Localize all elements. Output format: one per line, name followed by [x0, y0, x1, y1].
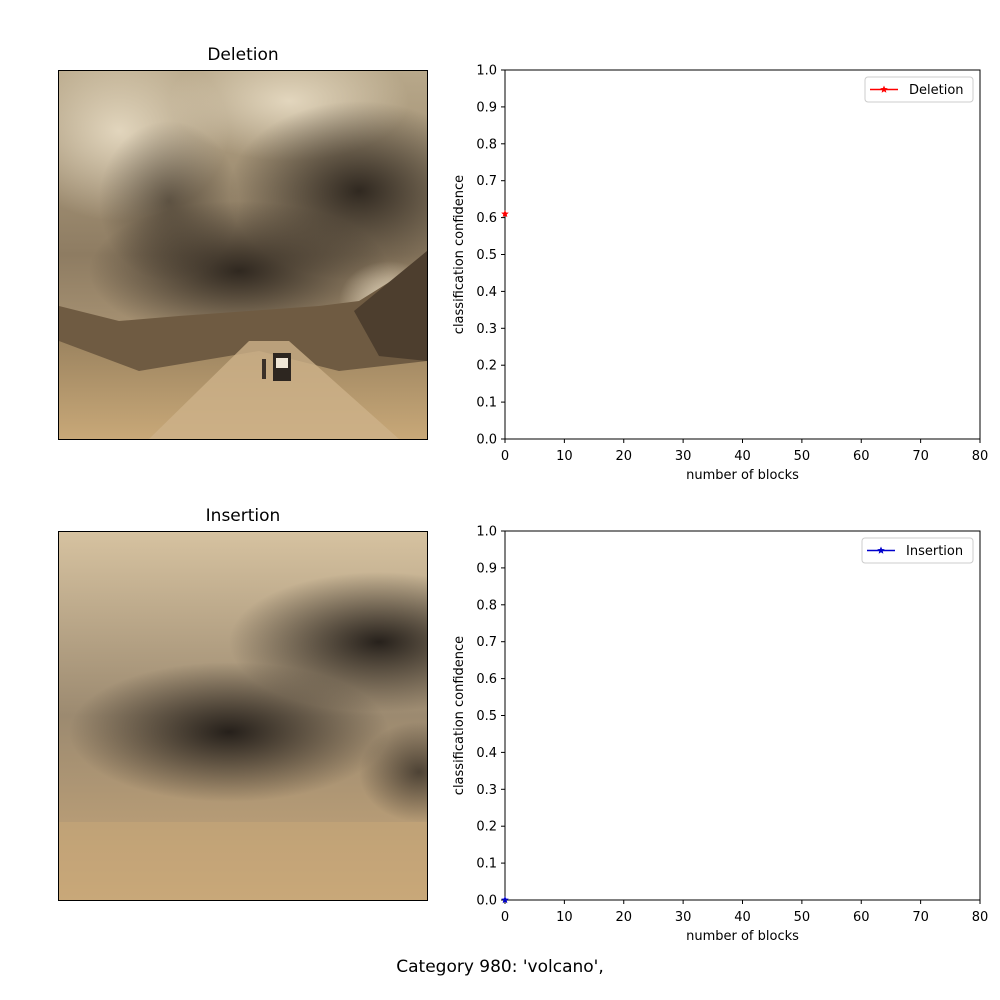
chart-1-x-axis-label: number of blocks: [686, 468, 799, 483]
chart-2-x-tick-label: 10: [556, 910, 573, 925]
chart-1-x-tick-label: 10: [556, 449, 573, 464]
chart-2-x-tick-label: 30: [675, 910, 692, 925]
category-caption: Category 980: 'volcano',: [396, 957, 604, 977]
chart-2-y-tick-label: 0.6: [476, 672, 497, 687]
chart-2-y-tick-label: 0.3: [476, 783, 497, 798]
deletion-image: [58, 70, 428, 440]
chart-1-x-tick-label: 50: [794, 449, 811, 464]
chart-2-legend-box: [861, 537, 974, 564]
chart-2-x-tick-label: 60: [853, 910, 870, 925]
chart-2-x-tick-label: 20: [615, 910, 632, 925]
chart-1-y-tick-label: 0.6: [476, 211, 497, 226]
chart-2-x-tick-label: 0: [501, 910, 509, 925]
chart-2-x-axis-label: number of blocks: [686, 929, 799, 944]
chart-2-y-tick-label: 0.2: [476, 820, 497, 835]
chart-2-y-tick-label: 0.1: [476, 857, 497, 872]
chart-2-x-tick-label: 80: [972, 910, 989, 925]
chart-1-y-tick-label: 1.0: [476, 64, 497, 79]
chart-2-y-tick-label: 0.7: [476, 635, 497, 650]
chart-2-y-tick-label: 1.0: [476, 525, 497, 540]
chart-1-y-tick-label: 0.5: [476, 248, 497, 263]
chart-1-x-tick-label: 30: [675, 449, 692, 464]
chart-1-y-tick-label: 0.8: [476, 137, 497, 152]
chart-2-x-tick-label: 70: [912, 910, 929, 925]
chart-1-y-axis-label: classification confidence: [452, 175, 467, 334]
chart-1-legend-box: [864, 76, 974, 103]
chart-1-y-tick-label: 0.7: [476, 174, 497, 189]
chart-1-y-tick-label: 0.3: [476, 322, 497, 337]
chart-1-x-tick-label: 40: [734, 449, 751, 464]
chart-2-y-axis-label: classification confidence: [452, 636, 467, 795]
chart-2-frame: [504, 530, 981, 901]
chart-1-x-tick-label: 20: [615, 449, 632, 464]
chart-1-legend-label: Deletion: [909, 83, 964, 98]
chart-2-y-tick-label: 0.5: [476, 709, 497, 724]
chart-1-data-point: [501, 209, 509, 218]
chart-2-legend-marker: [877, 546, 885, 554]
chart-2-y-tick-label: 0.4: [476, 746, 497, 761]
chart-1-y-tick-label: 0.4: [476, 285, 497, 300]
chart-2-y-tick-label: 0.9: [476, 561, 497, 576]
chart-1-y-tick-label: 0.1: [476, 396, 497, 411]
chart-1-y-tick-label: 0.2: [476, 359, 497, 374]
chart-2-data-point: [501, 896, 509, 904]
chart-1-frame: [504, 69, 981, 440]
chart-1-legend-marker: [880, 85, 888, 93]
chart-1-x-tick-label: 70: [912, 449, 929, 464]
chart-1-x-tick-label: 0: [501, 449, 509, 464]
insertion-image: [58, 531, 428, 901]
chart-1-x-tick-label: 80: [972, 449, 989, 464]
chart-2-legend-label: Insertion: [906, 544, 963, 559]
insertion-image-title: Insertion: [205, 506, 281, 526]
chart-1-x-tick-label: 60: [853, 449, 870, 464]
chart-2-x-tick-label: 50: [794, 910, 811, 925]
chart-1-y-tick-label: 0.0: [476, 433, 497, 448]
deletion-image-title: Deletion: [207, 45, 279, 65]
chart-1-y-tick-label: 0.9: [476, 100, 497, 115]
chart-2-y-tick-label: 0.0: [476, 894, 497, 909]
chart-2-x-tick-label: 40: [734, 910, 751, 925]
chart-2-y-tick-label: 0.8: [476, 598, 497, 613]
